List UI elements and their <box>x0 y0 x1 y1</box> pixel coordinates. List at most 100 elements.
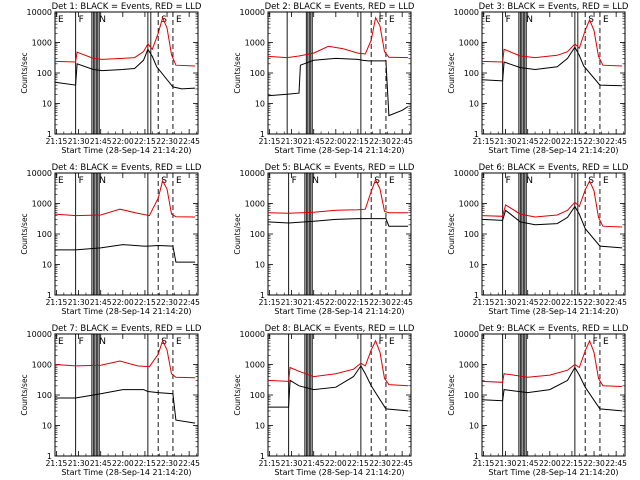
y-tick-label: 10 <box>255 100 265 109</box>
x-tick-label: 21:15 <box>473 459 495 468</box>
y-tick-label: 10 <box>42 100 52 109</box>
y-tick-label: 10000 <box>240 8 265 17</box>
y-axis-label: Counts/sec <box>447 213 456 254</box>
y-tick-label: 1000 <box>459 200 479 209</box>
region-marker: F <box>593 337 598 347</box>
x-axis-label: Start Time (28-Sep-14 21:14:20) <box>488 307 618 316</box>
x-tick-label: 22:15 <box>347 459 369 468</box>
y-tick-label: 1 <box>474 291 479 300</box>
chart-title: Det 3: BLACK = Events, RED = LLD <box>479 2 629 12</box>
chart-panel-8: Det 8: BLACK = Events, RED = LLD 1 10 100 10… <box>233 324 415 477</box>
region-marker: E <box>485 15 491 25</box>
y-tick-label: 1 <box>260 130 265 139</box>
y-tick-label: 1000 <box>32 361 52 370</box>
chart-panel-5: Det 5: BLACK = Events, RED = LLD 1 10 100 10… <box>233 163 415 316</box>
x-tick-label: 22:30 <box>156 137 178 146</box>
x-axis-label: Start Time (28-Sep-14 21:14:20) <box>488 468 618 477</box>
y-tick-label: 1000 <box>32 200 52 209</box>
series-line-lld <box>54 339 196 379</box>
x-tick-label: 21:15 <box>46 459 68 468</box>
y-tick-label: 100 <box>464 230 479 239</box>
x-tick-label: 21:30 <box>281 459 303 468</box>
x-tick-label: 22:00 <box>325 459 347 468</box>
x-tick-label: 22:00 <box>112 137 134 146</box>
x-tick-label: 21:30 <box>281 298 303 307</box>
y-tick-label: 1000 <box>459 39 479 48</box>
region-marker: E <box>603 15 609 25</box>
x-tick-label: 22:15 <box>347 298 369 307</box>
region-marker: F <box>506 15 511 25</box>
y-tick-label: 10 <box>469 422 479 431</box>
chart-title: Det 1: BLACK = Events, RED = LLD <box>52 2 202 12</box>
y-tick-label: 100 <box>250 230 265 239</box>
x-tick-label: 22:30 <box>156 459 178 468</box>
x-tick-label: 21:45 <box>517 137 539 146</box>
series-line-lld <box>267 178 409 214</box>
y-tick-label: 1 <box>260 291 265 300</box>
region-marker: F <box>79 176 84 186</box>
chart-panel-7: Det 7: BLACK = Events, RED = LLD 1 10 100 10… <box>20 324 202 477</box>
y-axis-label: Counts/sec <box>233 374 242 415</box>
region-marker: F <box>379 337 384 347</box>
x-tick-label: 22:00 <box>325 137 347 146</box>
region-marker: N <box>99 176 106 186</box>
x-tick-label: 22:45 <box>605 137 627 146</box>
x-tick-label: 22:30 <box>369 459 391 468</box>
x-axis-label: Start Time (28-Sep-14 21:14:20) <box>488 146 618 155</box>
x-tick-label: 22:00 <box>112 459 134 468</box>
y-tick-label: 1 <box>47 452 52 461</box>
x-tick-label: 22:00 <box>112 298 134 307</box>
x-tick-label: 21:15 <box>46 298 68 307</box>
y-tick-label: 10 <box>255 261 265 270</box>
y-tick-label: 10000 <box>240 169 265 178</box>
region-marker: S <box>161 15 167 25</box>
chart-title: Det 4: BLACK = Events, RED = LLD <box>52 163 202 173</box>
region-marker: E <box>58 337 64 347</box>
x-tick-label: 21:45 <box>90 459 112 468</box>
region-marker: E <box>389 337 395 347</box>
y-tick-label: 10000 <box>454 330 479 339</box>
x-tick-label: 22:45 <box>391 459 413 468</box>
x-tick-label: 21:15 <box>473 298 495 307</box>
chart-title: Det 8: BLACK = Events, RED = LLD <box>265 324 415 334</box>
plot-frame <box>481 172 626 296</box>
x-tick-label: 21:45 <box>90 298 112 307</box>
region-marker: E <box>58 15 64 25</box>
x-axis-label: Start Time (28-Sep-14 21:14:20) <box>61 307 191 316</box>
region-marker: E <box>176 176 182 186</box>
y-tick-label: 1000 <box>245 200 265 209</box>
y-tick-label: 1 <box>474 452 479 461</box>
y-tick-label: 1 <box>47 130 52 139</box>
x-tick-label: 22:00 <box>325 298 347 307</box>
x-axis-label: Start Time (28-Sep-14 21:14:20) <box>61 468 191 477</box>
x-tick-label: 22:45 <box>391 298 413 307</box>
series-line-events <box>267 218 409 227</box>
x-tick-label: 22:00 <box>539 459 561 468</box>
region-marker: E <box>603 337 609 347</box>
y-tick-label: 10 <box>255 422 265 431</box>
x-tick-label: 21:15 <box>259 137 281 146</box>
x-tick-label: 21:45 <box>303 459 325 468</box>
series-line-lld <box>267 16 409 59</box>
plot-frame <box>267 172 412 296</box>
y-tick-label: 1000 <box>459 361 479 370</box>
x-tick-label: 21:30 <box>495 459 517 468</box>
chart-title: Det 5: BLACK = Events, RED = LLD <box>265 163 415 173</box>
chart-panel-2: Det 2: BLACK = Events, RED = LLD 1 10 100 10… <box>233 2 415 155</box>
region-marker: N <box>99 15 106 25</box>
y-tick-label: 1000 <box>32 39 52 48</box>
series-line-lld <box>54 179 196 218</box>
y-tick-label: 10000 <box>454 8 479 17</box>
x-tick-label: 21:15 <box>259 298 281 307</box>
region-marker: E <box>176 15 182 25</box>
y-axis-label: Counts/sec <box>20 213 29 254</box>
x-tick-label: 21:45 <box>90 137 112 146</box>
x-tick-label: 22:30 <box>583 137 605 146</box>
region-marker: S <box>374 176 380 186</box>
x-tick-label: 22:30 <box>583 459 605 468</box>
x-tick-label: 22:00 <box>539 137 561 146</box>
x-axis-label: Start Time (28-Sep-14 21:14:20) <box>274 146 404 155</box>
region-marker: F <box>79 15 84 25</box>
region-marker: N <box>312 176 319 186</box>
